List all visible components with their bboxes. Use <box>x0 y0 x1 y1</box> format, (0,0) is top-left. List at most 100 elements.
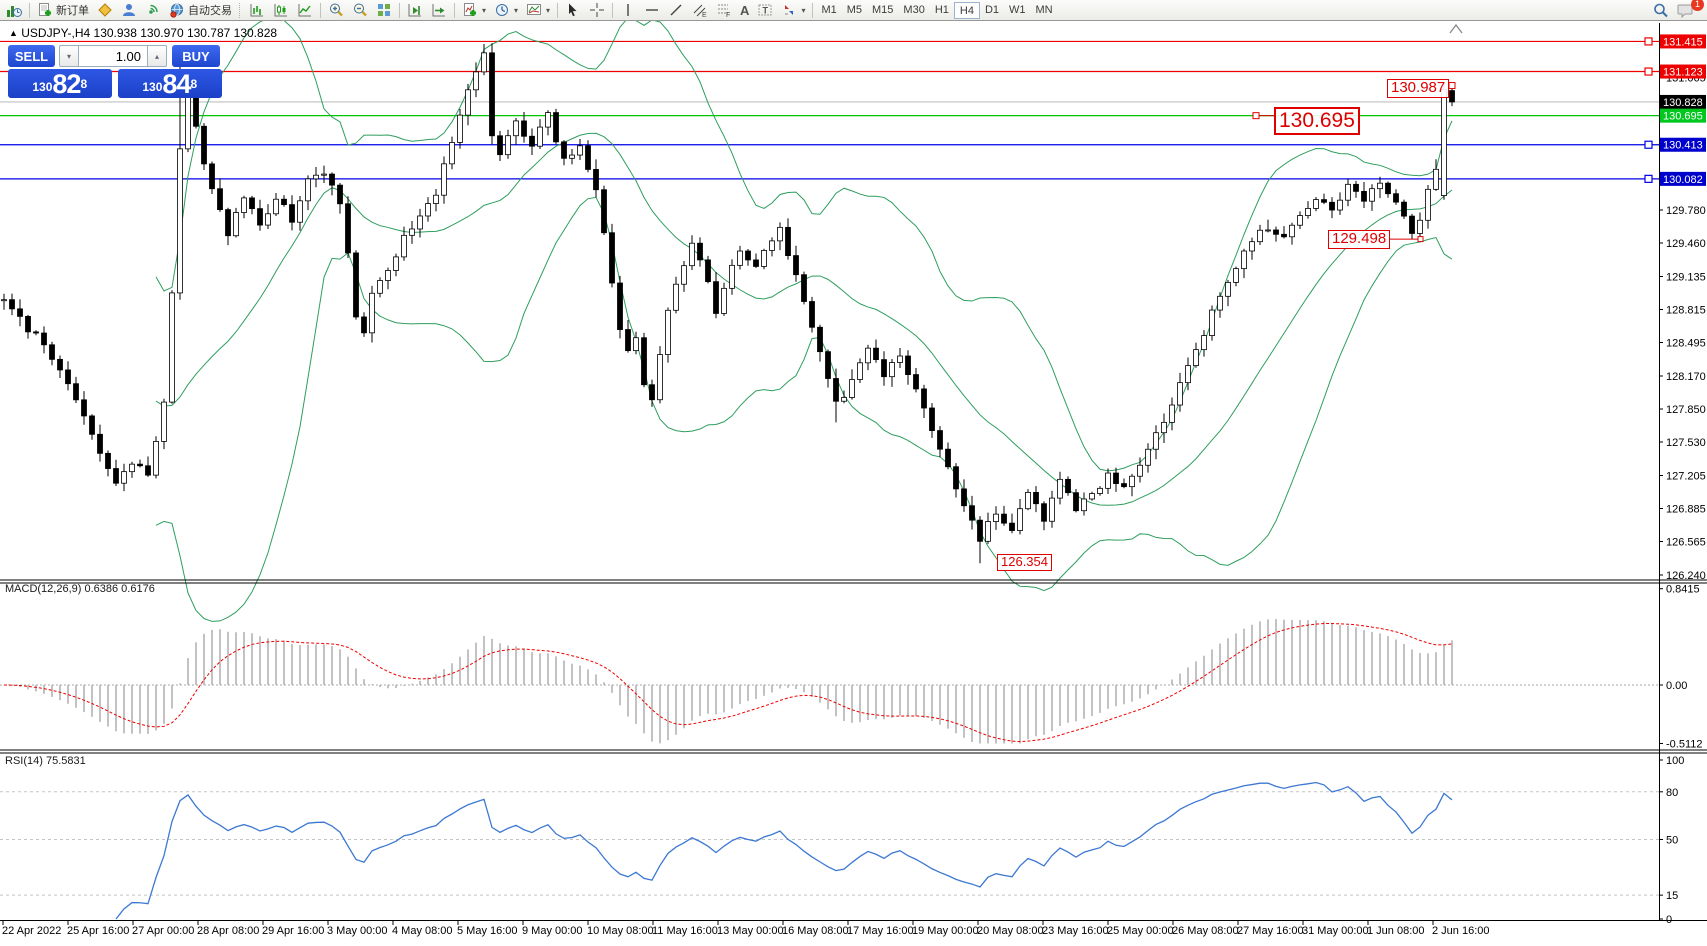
macd-bar <box>555 656 557 685</box>
dropdown-caret[interactable]: ▾ <box>801 5 806 15</box>
crosshair-icon[interactable] <box>585 1 609 20</box>
periods-icon[interactable]: ▾ <box>490 1 522 20</box>
fibonacci-icon[interactable]: F <box>712 1 736 20</box>
candle-bearish <box>65 369 71 385</box>
shift-end-icon[interactable] <box>403 1 427 20</box>
text-label-icon[interactable]: T <box>753 1 777 20</box>
dropdown-caret[interactable]: ▾ <box>546 5 551 15</box>
line-chart-icon[interactable] <box>293 1 317 20</box>
candle-bearish <box>1361 190 1367 202</box>
timeframe-M15[interactable]: M15 <box>872 3 894 16</box>
buy-price-display[interactable]: 130 84 8 <box>117 69 222 98</box>
candle-bearish <box>1329 201 1335 211</box>
vertical-line-icon[interactable] <box>616 1 640 20</box>
candle-bearish <box>201 125 207 165</box>
zoom-in-icon[interactable] <box>324 1 348 20</box>
candle-bearish <box>625 329 631 352</box>
candle-bullish <box>1289 224 1295 238</box>
autoscroll-icon[interactable] <box>427 1 451 20</box>
line-handle[interactable] <box>1644 37 1653 46</box>
chart-window[interactable]: 131.390131.065130.740130.415130.090129.7… <box>0 21 1707 946</box>
macd-bar <box>75 685 77 708</box>
search-icon[interactable] <box>1648 1 1673 20</box>
toolbar-separator <box>612 2 614 18</box>
sell-price-display[interactable]: 130 82 8 <box>8 69 112 98</box>
macd-bar <box>571 663 573 685</box>
candle-bearish <box>1001 513 1007 524</box>
candle-bullish <box>577 145 583 156</box>
arrows-icon[interactable]: ▾ <box>777 1 809 20</box>
chart-window-icon[interactable] <box>2 1 26 20</box>
macd-bar <box>947 685 949 729</box>
price-callout[interactable]: 130.695 <box>1274 107 1360 135</box>
dropdown-caret[interactable]: ▾ <box>514 5 519 15</box>
candle-bullish <box>1193 349 1199 367</box>
cursor-icon[interactable] <box>561 1 585 20</box>
timeframe-W1[interactable]: W1 <box>1009 3 1026 16</box>
price-callout[interactable]: 126.354 <box>997 554 1052 571</box>
macd-bar <box>1139 685 1141 699</box>
timeframe-M1[interactable]: M1 <box>821 3 837 16</box>
text-icon[interactable]: A <box>736 1 753 20</box>
line-handle[interactable] <box>1644 67 1653 76</box>
candlestick-chart-icon[interactable] <box>269 1 293 20</box>
timeframe-M5[interactable]: M5 <box>846 3 863 16</box>
macd-bar <box>971 685 973 742</box>
tile-windows-icon[interactable] <box>372 1 396 20</box>
candle-bullish <box>1097 487 1103 494</box>
dropdown-caret[interactable]: ▾ <box>482 5 487 15</box>
timeframe-H4[interactable]: H4 <box>953 1 980 19</box>
autotrading-button[interactable]: 自动交易 <box>165 1 236 20</box>
timeframe-MN[interactable]: MN <box>1035 3 1053 16</box>
community-icon[interactable] <box>117 1 141 20</box>
signals-icon[interactable] <box>141 1 165 20</box>
chart-shift-marker[interactable] <box>1449 23 1463 34</box>
buy-button[interactable]: BUY <box>172 45 220 67</box>
timeframe-D1[interactable]: D1 <box>984 3 1000 16</box>
time-label: 23 May 16:00 <box>1042 925 1109 937</box>
notifications-icon[interactable]: 1 <box>1673 0 1704 20</box>
zoom-out-icon[interactable] <box>348 1 372 20</box>
candle-bullish <box>985 521 991 542</box>
chart-canvas[interactable]: 131.390131.065130.740130.415130.090129.7… <box>0 21 1707 946</box>
macd-bar <box>883 685 885 720</box>
trendline-icon[interactable] <box>664 1 688 20</box>
line-handle[interactable] <box>1644 140 1653 149</box>
macd-bar <box>1099 685 1101 713</box>
horizontal-line-icon[interactable] <box>640 1 664 20</box>
timeframe-M30[interactable]: M30 <box>903 3 925 16</box>
macd-bar <box>715 685 717 715</box>
line-handle[interactable] <box>1644 174 1653 183</box>
callout-anchor[interactable] <box>1448 82 1456 90</box>
macd-bar <box>1187 667 1189 685</box>
macd-bar <box>939 685 941 725</box>
candle-bearish <box>217 188 223 211</box>
candle-bullish <box>265 213 271 226</box>
price-callout[interactable]: 130.987 <box>1387 79 1450 98</box>
callout-anchor[interactable] <box>1417 236 1424 243</box>
volume-decrease-button[interactable]: ▾ <box>59 45 78 67</box>
sell-button[interactable]: SELL <box>8 45 55 67</box>
price-callout[interactable]: 129.498 <box>1328 230 1391 249</box>
candle-bullish <box>449 142 455 165</box>
equidistant-channel-icon[interactable]: E <box>688 1 712 20</box>
templates-icon[interactable]: ▾ <box>522 1 554 20</box>
indicators-icon[interactable]: ▾ <box>458 1 490 20</box>
price-badge-label: 130.828 <box>1663 97 1703 109</box>
candle-bullish <box>897 355 903 363</box>
candle-bullish <box>1153 432 1159 450</box>
new-order-button[interactable]: 新订单 <box>33 1 93 20</box>
candle-bullish <box>1345 183 1351 201</box>
candle-bearish <box>521 120 527 137</box>
macd-bar <box>915 685 917 717</box>
metaeditor-icon[interactable] <box>93 1 117 20</box>
price-tick-label: 127.850 <box>1666 404 1706 416</box>
timeframe-H1[interactable]: H1 <box>934 3 949 16</box>
bar-chart-icon[interactable] <box>245 1 269 20</box>
volume-input[interactable]: 1.00 <box>78 45 148 67</box>
volume-increase-button[interactable]: ▴ <box>148 45 167 67</box>
candle-bearish <box>825 351 831 379</box>
macd-bar <box>603 682 605 685</box>
price-tick-label: 128.495 <box>1666 337 1706 349</box>
callout-anchor[interactable] <box>1252 112 1260 120</box>
